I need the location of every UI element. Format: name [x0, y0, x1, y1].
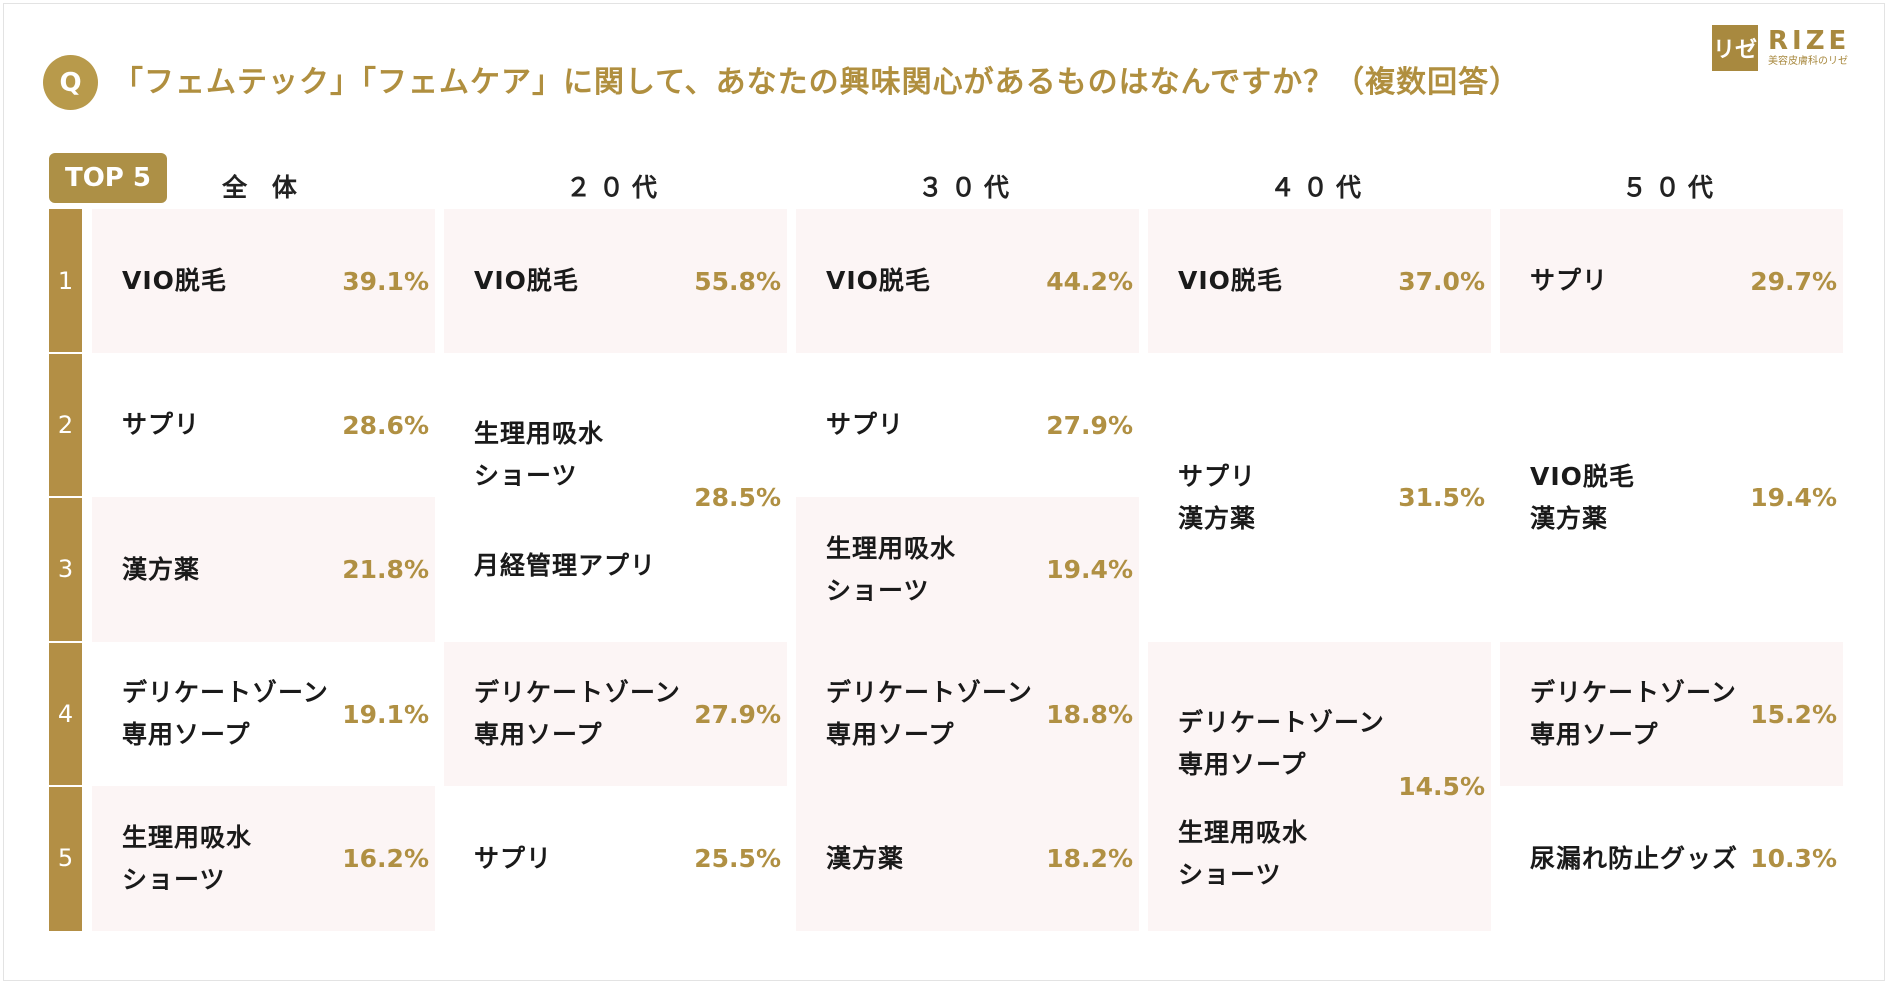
ranking-cell: サプリ 29.7% [1500, 209, 1843, 353]
percent-value: 15.2% [1750, 699, 1837, 729]
ranking-cell-tied: デリケートゾーン 専用ソープ 生理用吸水 ショーツ 14.5% [1148, 642, 1491, 931]
rank-divider [49, 496, 82, 498]
column-header-overall: 全 体 [222, 173, 305, 202]
ranking-cell: 漢方薬 18.2% [796, 786, 1139, 931]
rank-number: 2 [57, 411, 74, 439]
logo-mark: リゼ [1712, 25, 1758, 71]
item-label: 生理用吸水 ショーツ [826, 533, 957, 605]
ranking-cell: デリケートゾーン 専用ソープ 18.8% [796, 642, 1139, 786]
item-label: 月経管理アプリ [474, 551, 657, 580]
logo-subtitle: 美容皮膚科のリゼ [1768, 56, 1848, 67]
rank-number: 5 [57, 844, 74, 872]
ranking-cell: デリケートゾーン 専用ソープ 19.1% [92, 642, 435, 786]
percent-value: 21.8% [342, 555, 429, 584]
ranking-cell: 生理用吸水 ショーツ 19.4% [796, 497, 1139, 642]
ranking-cell-tied: サプリ 漢方薬 31.5% [1148, 353, 1491, 642]
rank-bar [49, 209, 82, 931]
percent-value: 10.3% [1750, 844, 1837, 873]
rank-number: 3 [57, 555, 74, 583]
percent-value: 27.9% [1046, 410, 1133, 440]
percent-value: 37.0% [1398, 266, 1485, 296]
item-label: 漢方薬 [826, 843, 905, 873]
rank-divider [49, 785, 82, 787]
question-title: 「フェムテック」「フェムケア」に関して、あなたの興味関心があるものはなんですか？… [113, 65, 1521, 100]
item-label: 尿漏れ防止グッズ [1530, 843, 1739, 873]
rank-divider [49, 641, 82, 643]
ranking-cell: VIO脱毛 55.8% [444, 209, 787, 353]
percent-value: 18.2% [1046, 844, 1133, 873]
percent-value: 27.9% [694, 699, 781, 729]
rank-number: 4 [57, 700, 74, 728]
percent-value: 25.5% [694, 844, 781, 873]
item-label: 漢方薬 [122, 554, 201, 584]
ranking-cell: デリケートゾーン 専用ソープ 15.2% [1500, 642, 1843, 786]
percent-value: 16.2% [342, 844, 429, 873]
item-label: VIO脱毛 [474, 266, 579, 295]
item-label: 生理用吸水 ショーツ [122, 822, 253, 894]
percent-value: 18.8% [1046, 699, 1133, 729]
ranking-cell: 生理用吸水 ショーツ 16.2% [92, 786, 435, 931]
item-label: サプリ 漢方薬 [1178, 461, 1257, 533]
item-label: 生理用吸水 ショーツ [474, 419, 605, 490]
item-label: デリケートゾーン 専用ソープ [474, 678, 681, 749]
item-label: 生理用吸水 ショーツ [1178, 818, 1309, 889]
item-label: VIO脱毛 [122, 266, 227, 295]
percent-value: 14.5% [1398, 772, 1485, 801]
item-label: VIO脱毛 [1178, 266, 1283, 295]
brand-logo: リゼ RIZE 美容皮膚科のリゼ [1712, 25, 1850, 71]
percent-value: 44.2% [1046, 266, 1133, 296]
ranking-cell-tied: 生理用吸水 ショーツ 月経管理アプリ 28.5% [444, 353, 787, 642]
column-header-20s: ２０代 [565, 173, 665, 202]
ranking-cell: サプリ 25.5% [444, 786, 787, 931]
percent-value: 19.4% [1046, 555, 1133, 584]
percent-value: 39.1% [342, 266, 429, 296]
item-label: サプリ [826, 410, 905, 439]
percent-value: 31.5% [1398, 483, 1485, 512]
item-label: サプリ [474, 843, 553, 873]
item-label: サプリ [122, 410, 201, 439]
ranking-cell: VIO脱毛 37.0% [1148, 209, 1491, 353]
percent-value: 19.1% [342, 699, 429, 729]
top5-tag: TOP 5 [49, 153, 167, 203]
item-label: デリケートゾーン 専用ソープ [1530, 678, 1737, 749]
item-label: VIO脱毛 [826, 266, 931, 295]
logo-text: RIZE 美容皮膚科のリゼ [1768, 27, 1850, 69]
item-label: サプリ [1530, 266, 1609, 295]
column-header-50s: ５０代 [1621, 173, 1721, 202]
ranking-cell: デリケートゾーン 専用ソープ 27.9% [444, 642, 787, 786]
ranking-cell: 尿漏れ防止グッズ 10.3% [1500, 786, 1843, 931]
rank-number: 1 [57, 267, 74, 295]
item-label: デリケートゾーン 専用ソープ [826, 678, 1033, 749]
rank-divider [49, 352, 82, 354]
logo-name: RIZE [1768, 26, 1851, 56]
ranking-cell: サプリ 28.6% [92, 353, 435, 497]
ranking-cell-tied: VIO脱毛 漢方薬 19.4% [1500, 353, 1843, 642]
percent-value: 29.7% [1750, 266, 1837, 296]
item-label: VIO脱毛 漢方薬 [1530, 461, 1635, 533]
question-badge: Q [43, 55, 98, 110]
page-frame [3, 3, 1885, 981]
ranking-cell: 漢方薬 21.8% [92, 497, 435, 642]
column-header-30s: ３０代 [917, 173, 1017, 202]
ranking-cell: VIO脱毛 44.2% [796, 209, 1139, 353]
percent-value: 55.8% [694, 266, 781, 296]
column-header-40s: ４０代 [1269, 173, 1369, 202]
percent-value: 19.4% [1750, 483, 1837, 512]
percent-value: 28.6% [342, 410, 429, 440]
item-label: デリケートゾーン 専用ソープ [1178, 708, 1385, 779]
percent-value: 28.5% [694, 483, 781, 512]
item-label: デリケートゾーン 専用ソープ [122, 678, 329, 749]
ranking-cell: サプリ 27.9% [796, 353, 1139, 497]
ranking-cell: VIO脱毛 39.1% [92, 209, 435, 353]
